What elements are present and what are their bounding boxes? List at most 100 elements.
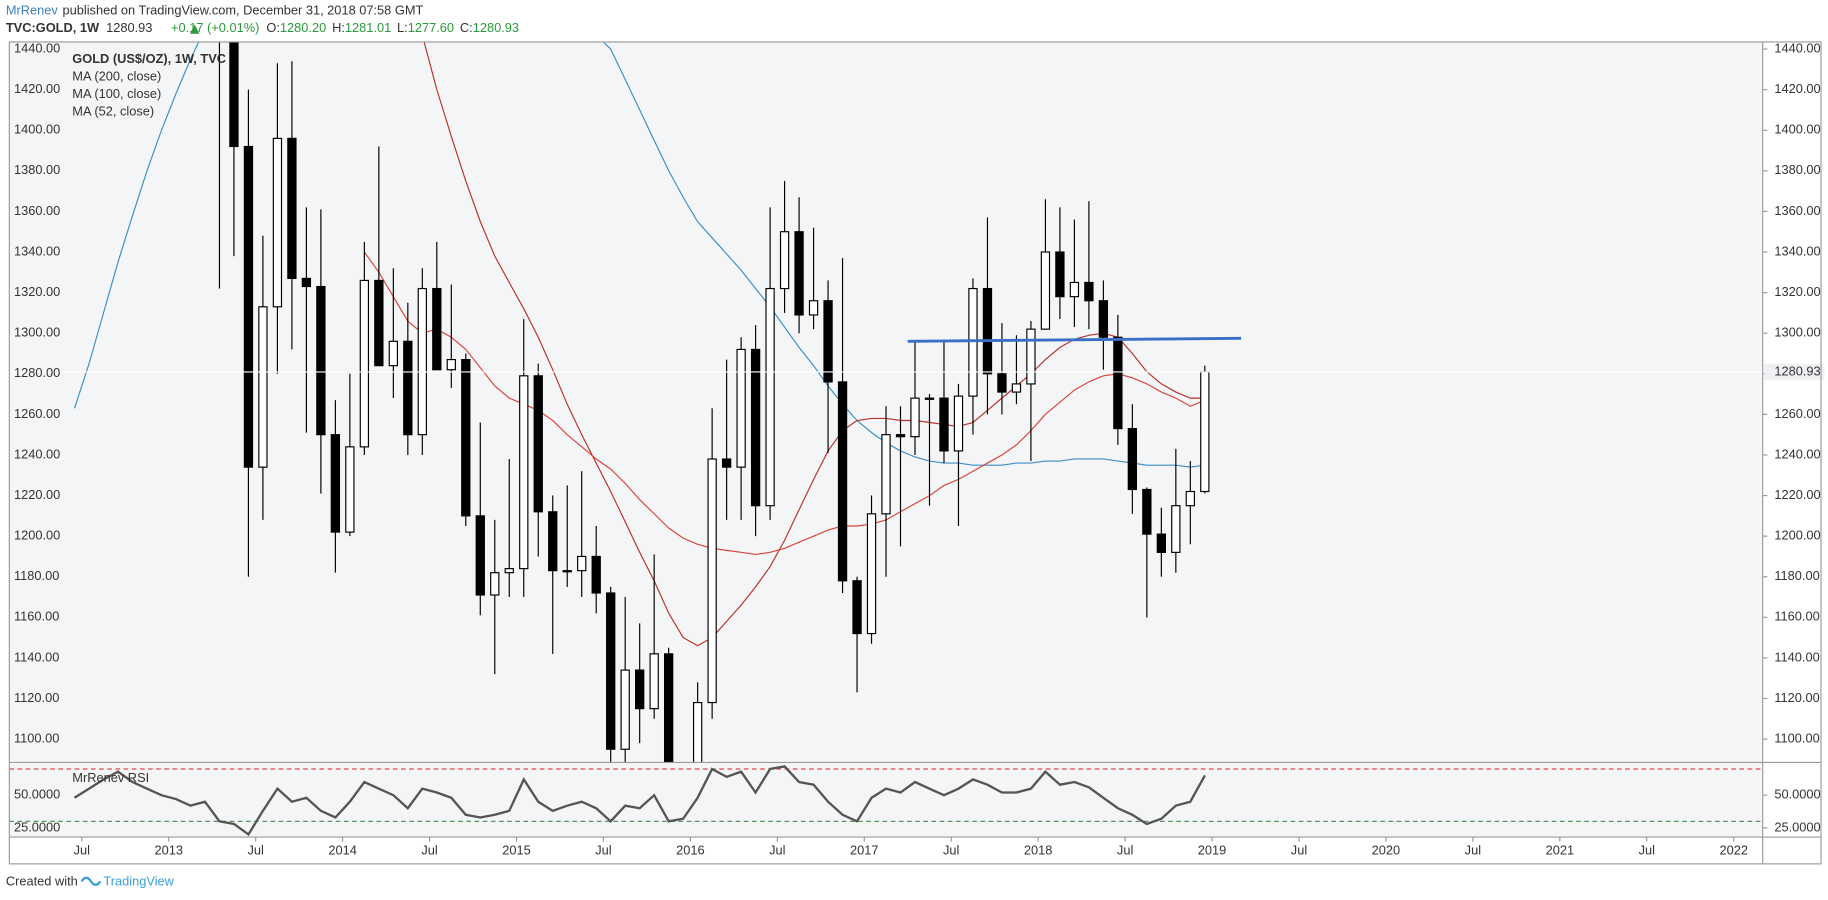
candle-body xyxy=(432,287,442,371)
y-tick-label-left: 1200.00 xyxy=(14,528,60,543)
candle-body xyxy=(1084,281,1094,302)
candle-body xyxy=(446,359,456,371)
last-price-box xyxy=(1763,363,1825,381)
candle-body xyxy=(939,397,949,452)
low-label: L: xyxy=(397,21,408,36)
x-tick-label: Jul xyxy=(421,842,437,857)
candle-body xyxy=(577,555,587,572)
candle-body xyxy=(316,285,326,436)
candle-body xyxy=(779,231,790,290)
rsi-tick-label-left: 25.0000 xyxy=(14,819,60,834)
candle-body xyxy=(649,653,659,710)
x-tick-label: Jul xyxy=(1639,842,1655,857)
y-tick-label: 1220.00 xyxy=(1774,487,1820,502)
symbol: TVC:GOLD, 1W xyxy=(6,21,100,36)
candle-body xyxy=(1055,251,1065,298)
candle-body xyxy=(591,555,601,594)
candle-body xyxy=(330,434,341,533)
open-label: O: xyxy=(266,21,280,36)
candle-body xyxy=(866,513,877,635)
rsi-tick-label-left: 50.0000 xyxy=(14,787,60,802)
x-tick-label: Jul xyxy=(247,842,263,857)
candle-body xyxy=(606,592,616,750)
candle-body xyxy=(1011,383,1022,393)
x-tick-label: Jul xyxy=(1291,842,1307,857)
candle-body xyxy=(1200,371,1210,493)
y-tick-label: 1440.00 xyxy=(1774,40,1820,55)
rsi-tick-label: 25.0000 xyxy=(1774,819,1820,834)
candle-body xyxy=(461,359,471,517)
candle-body xyxy=(721,458,732,468)
candle-body xyxy=(707,458,717,704)
x-tick-label: 2022 xyxy=(1719,842,1748,857)
candle-body xyxy=(924,397,935,400)
header-line: MrRenev published on TradingView.com, Dec… xyxy=(6,3,424,18)
x-tick-label: 2021 xyxy=(1546,842,1575,857)
y-tick-label-left: 1360.00 xyxy=(14,203,60,218)
candle-body xyxy=(229,41,239,148)
y-tick-label: 1260.00 xyxy=(1774,406,1820,421)
brand-logo xyxy=(80,876,102,886)
y-tick-label: 1400.00 xyxy=(1774,122,1820,137)
candle-body xyxy=(1171,505,1181,553)
legend-entry: MA (100, close) xyxy=(72,86,161,101)
x-tick-label: 2019 xyxy=(1198,842,1227,857)
y-tick-label: 1200.00 xyxy=(1774,528,1820,543)
candle-body xyxy=(910,397,920,438)
up-arrow xyxy=(190,24,200,34)
candle-body xyxy=(794,231,804,316)
y-tick-label-left: 1420.00 xyxy=(14,81,60,96)
y-tick-label-left: 1300.00 xyxy=(14,325,60,340)
x-tick-label: Jul xyxy=(595,842,611,857)
rsi-legend: MrRenev RSI xyxy=(72,770,149,785)
frame xyxy=(8,41,1822,865)
candle-body xyxy=(997,373,1007,393)
candle-body xyxy=(1040,251,1051,330)
candle-body xyxy=(562,570,572,573)
candle-body xyxy=(475,515,485,596)
candle-body xyxy=(1069,281,1080,298)
candle-body xyxy=(953,395,964,452)
candle-body xyxy=(1098,300,1109,338)
price-pane xyxy=(9,41,1763,763)
x-tick-label: Jul xyxy=(769,842,785,857)
y-tick-label: 1360.00 xyxy=(1774,203,1820,218)
rsi-tick-label: 50.0000 xyxy=(1774,787,1820,802)
x-tick-label: 2014 xyxy=(328,842,357,857)
y-tick-label-left: 1380.00 xyxy=(14,162,60,177)
y-tick-label-left: 1260.00 xyxy=(14,406,60,421)
close: 1280.93 xyxy=(473,21,519,36)
y-tick-label: 1420.00 xyxy=(1774,81,1820,96)
x-tick-label: 2017 xyxy=(850,842,879,857)
y-tick-label: 1240.00 xyxy=(1774,446,1820,461)
candle-body xyxy=(359,279,370,448)
candle-body xyxy=(808,300,819,316)
candle-body xyxy=(620,669,630,750)
candle-body xyxy=(750,348,761,507)
low: 1277.60 xyxy=(408,21,454,36)
moving-average xyxy=(363,251,1206,556)
candle-body xyxy=(301,277,312,288)
x-tick-label: 2013 xyxy=(154,842,183,857)
candle-body xyxy=(388,340,399,367)
published: published on TradingView.com, December 3… xyxy=(62,3,423,18)
candle-body xyxy=(272,137,283,308)
y-tick-label: 1140.00 xyxy=(1774,649,1819,664)
y-tick-label-left: 1120.00 xyxy=(14,690,59,705)
candle-body xyxy=(504,568,514,574)
candle-body xyxy=(374,279,384,367)
x-tick-label: Jul xyxy=(1117,842,1133,857)
trendline xyxy=(907,336,1242,343)
y-tick-label-left: 1440.00 xyxy=(14,40,60,55)
candle-body xyxy=(823,300,833,383)
candle-body xyxy=(635,669,645,710)
candle-body xyxy=(403,340,413,436)
x-tick-label: Jul xyxy=(74,842,90,857)
y-tick-label-left: 1160.00 xyxy=(14,609,59,624)
brand[interactable]: TradingView xyxy=(103,874,174,889)
candle-body xyxy=(881,434,891,515)
y-tick-label: 1340.00 xyxy=(1774,243,1820,258)
x-tick-label: 2018 xyxy=(1024,842,1053,857)
author[interactable]: MrRenev xyxy=(6,3,59,18)
